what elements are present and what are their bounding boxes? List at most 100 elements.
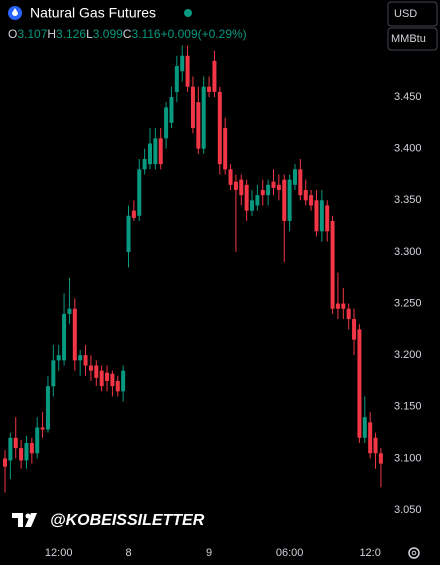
gear-hub[interactable] — [411, 550, 417, 556]
candle-body — [99, 370, 104, 387]
unit-box[interactable] — [387, 27, 438, 51]
y-tick-label: 3.350 — [394, 194, 422, 206]
candle-body — [153, 138, 158, 165]
ohlc-item: H — [47, 27, 56, 41]
candle-body — [287, 179, 292, 221]
candle-body — [3, 458, 7, 467]
candle-body — [40, 427, 45, 430]
candle-body — [201, 86, 206, 149]
candle-body — [126, 215, 131, 252]
candle-body — [45, 386, 50, 430]
candle-body — [158, 138, 163, 165]
candle-body — [29, 442, 34, 454]
currency-box[interactable] — [387, 1, 438, 27]
candle-body — [115, 380, 120, 392]
candle-body — [190, 86, 195, 129]
tv-logo — [12, 513, 37, 527]
candle-body — [212, 60, 217, 92]
candle-body — [298, 169, 303, 196]
candle-body — [282, 179, 287, 221]
drop-icon — [12, 8, 18, 16]
logo-part — [25, 513, 37, 527]
y-tick-label: 3.450 — [394, 91, 422, 103]
candle-body — [255, 195, 260, 206]
settings-icon[interactable] — [408, 547, 420, 559]
candle-body — [223, 128, 228, 170]
candle-body — [260, 189, 265, 196]
y-tick-label: 3.050 — [394, 504, 422, 516]
candle-body — [266, 184, 271, 196]
candle-body — [292, 169, 297, 185]
candle-body — [325, 205, 330, 232]
candle-body — [164, 107, 169, 139]
y-tick-label: 3.200 — [394, 349, 422, 361]
candle-body — [169, 97, 174, 123]
candle-body — [105, 372, 110, 381]
candle-body — [341, 303, 346, 309]
candle-body — [250, 200, 255, 211]
ohlc-item: +0.009 — [161, 27, 198, 41]
y-tick-label: 3.300 — [394, 246, 422, 258]
ohlc-item: (+0.29%) — [198, 27, 247, 41]
candle-body — [72, 308, 77, 361]
ohlc-item: 3.116 — [131, 27, 160, 41]
candle-body — [13, 437, 18, 449]
candle-body — [110, 373, 115, 387]
candle-body — [94, 365, 99, 378]
candle-body — [373, 437, 378, 454]
ohlc-item: 3.099 — [93, 27, 123, 41]
candle-body — [217, 91, 222, 165]
status-dot — [184, 9, 192, 17]
candle-body — [56, 355, 61, 361]
candle-body — [185, 55, 190, 87]
header: Natural Gas Futures — [8, 5, 192, 21]
candle-body — [83, 355, 88, 366]
candle-body — [319, 200, 324, 232]
x-tick-label: 06:00 — [276, 547, 304, 559]
unit[interactable]: MMBtu — [391, 33, 426, 45]
candle-body — [137, 169, 142, 216]
currency[interactable]: USD — [394, 8, 417, 20]
candle-body — [330, 220, 335, 309]
candle-body — [35, 427, 40, 454]
candle-body — [303, 189, 308, 201]
x-tick-label: 8 — [125, 547, 131, 559]
candle-body — [362, 417, 367, 438]
y-tick-label: 3.150 — [394, 401, 422, 413]
x-tick-label: 12:00 — [45, 547, 73, 559]
gear[interactable] — [408, 547, 420, 559]
candle-body — [335, 303, 340, 309]
candle-body — [196, 102, 201, 149]
candle-body — [352, 319, 357, 340]
candle-body — [276, 184, 281, 190]
ohlc-item: C — [123, 27, 132, 41]
x-tick-label: 12:0 — [359, 547, 380, 559]
candle-body — [131, 210, 136, 218]
plot-area — [3, 45, 383, 493]
y-tick-label: 3.250 — [394, 297, 422, 309]
candle-body — [368, 422, 373, 454]
candle-body — [271, 181, 276, 188]
candle-body — [8, 437, 13, 461]
ohlc-item: 3.107 — [17, 27, 47, 41]
watermark: @KOBEISSILETTER — [50, 512, 205, 529]
candle-body — [228, 169, 233, 185]
candle-body — [24, 442, 29, 461]
candle-body — [346, 308, 351, 320]
candle-body — [62, 313, 67, 361]
ohlc-item: 3.126 — [56, 27, 86, 41]
candle-body — [314, 200, 319, 232]
candle-body — [174, 66, 179, 92]
logo-part — [12, 513, 23, 527]
candle-body — [88, 365, 93, 371]
x-tick-label: 9 — [206, 547, 212, 559]
candle-body — [51, 360, 56, 387]
candle-body — [121, 370, 126, 392]
candle-body — [78, 355, 83, 361]
ohlc-item: L — [86, 27, 93, 41]
candle-body — [207, 86, 212, 92]
y-tick-label: 3.100 — [394, 452, 422, 464]
candle-body — [19, 448, 24, 461]
candle-body — [378, 453, 383, 464]
